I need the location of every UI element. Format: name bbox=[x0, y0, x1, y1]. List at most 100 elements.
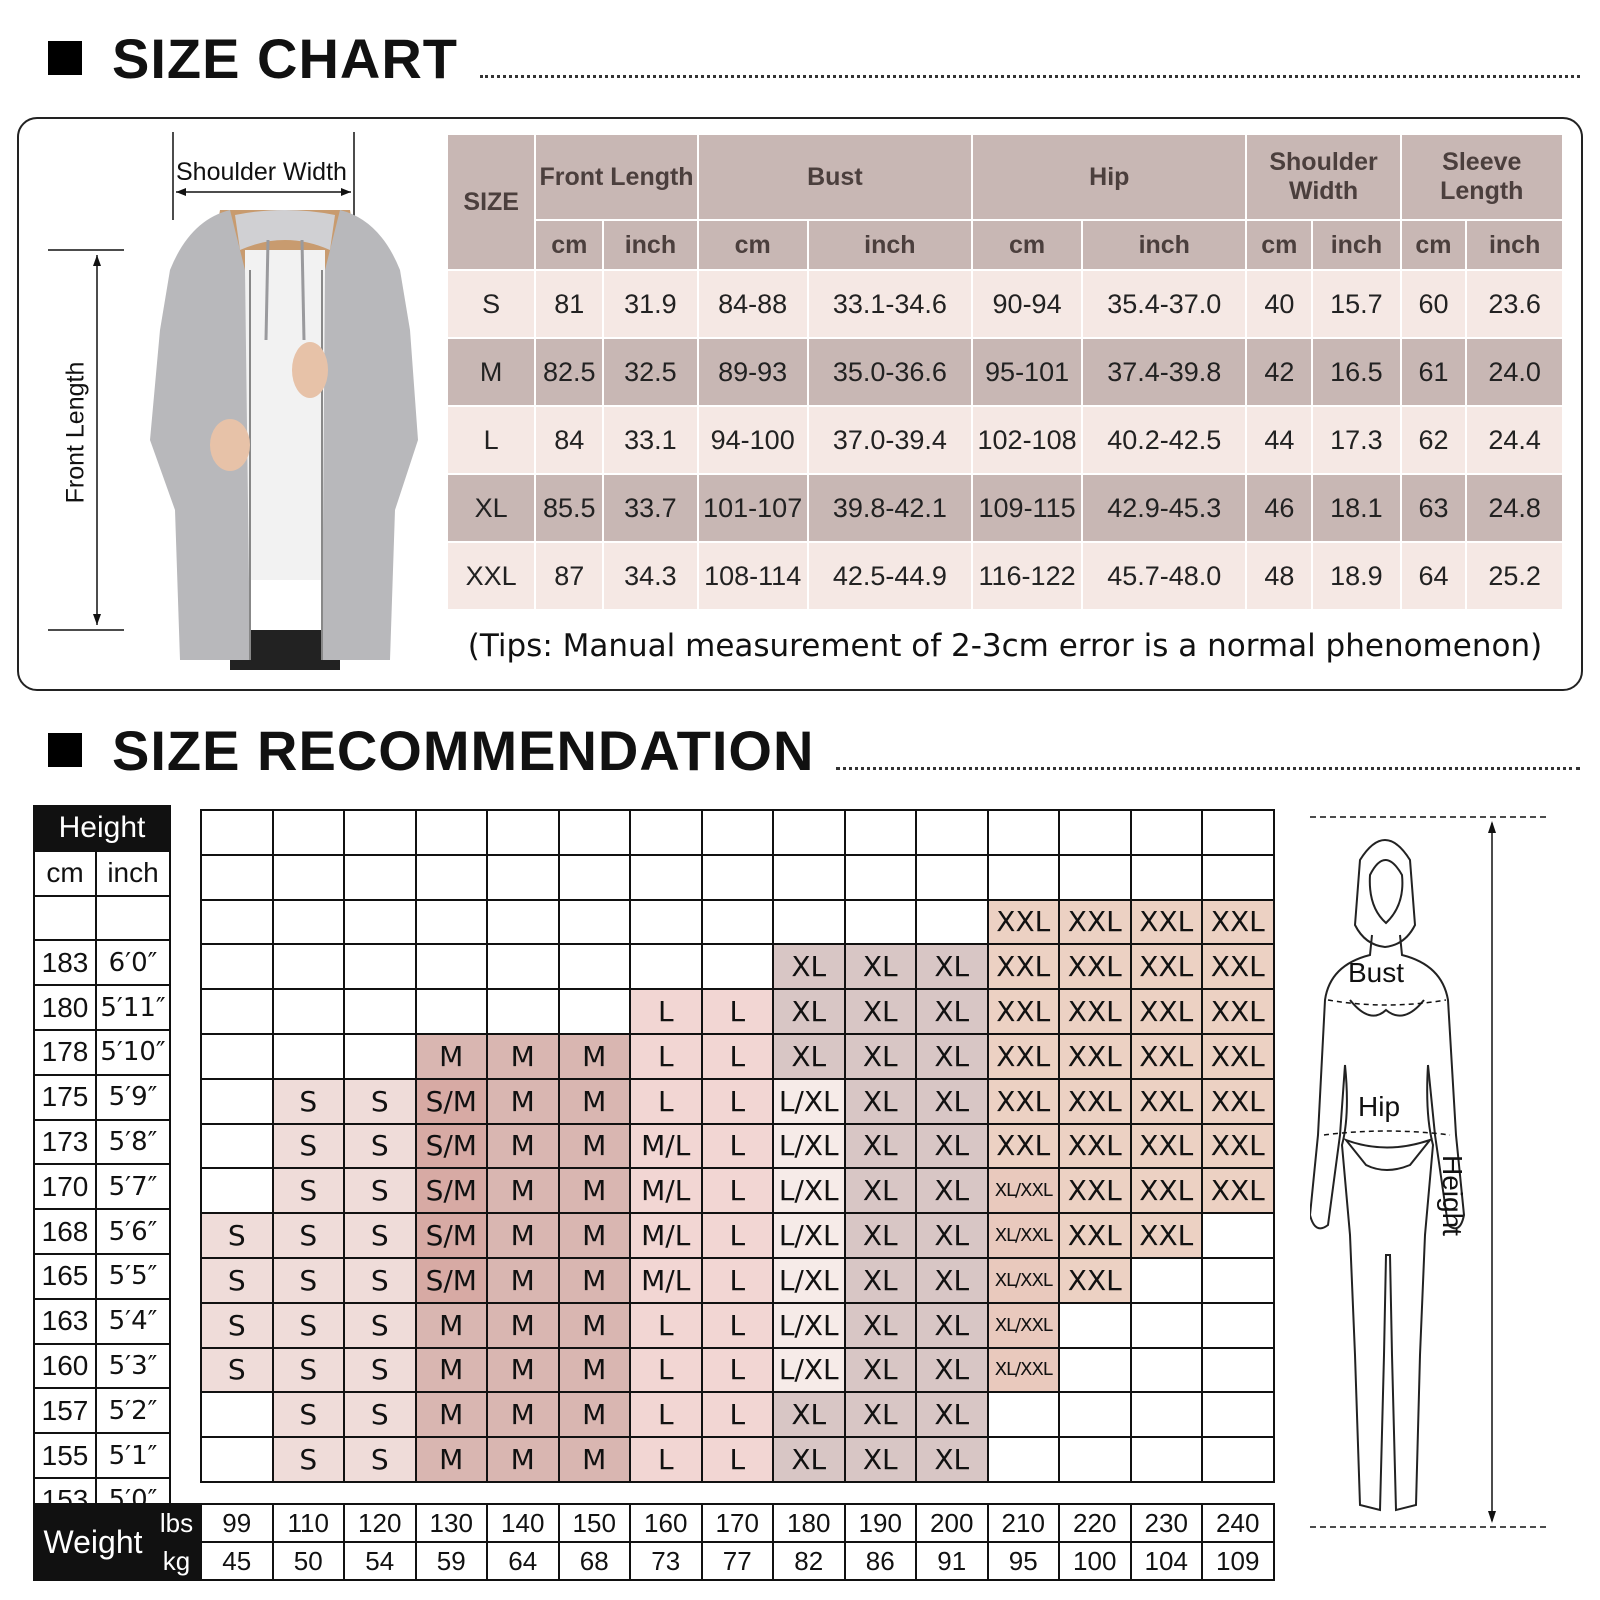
recommendation-cell: XL bbox=[772, 1391, 846, 1439]
size-cell: XL bbox=[448, 475, 535, 541]
measurement-cell: 33.1 bbox=[604, 407, 697, 473]
measurement-cell: 63 bbox=[1401, 475, 1466, 541]
measurement-cell: 17.3 bbox=[1313, 407, 1400, 473]
recommendation-cell bbox=[986, 853, 1060, 901]
recommendation-row: S S S S/M M M M/L L L/XL XL XL XL/XXL XXL XXL bbox=[200, 1212, 1275, 1259]
size-cell: M bbox=[448, 339, 535, 405]
recommendation-cell bbox=[414, 853, 488, 901]
measurement-cell: 45.7-48.0 bbox=[1083, 543, 1246, 609]
weight-lbs-cell: 190 bbox=[843, 1503, 917, 1543]
recommendation-cell: XXL bbox=[1129, 943, 1203, 991]
measurement-cell: 42.5-44.9 bbox=[808, 543, 972, 609]
height-table: Height cm inch 183 6′0″ 180 5′11″ 178 5′10″ 17… bbox=[33, 805, 171, 1524]
recommendation-cell: L/XL bbox=[772, 1122, 846, 1170]
recommendation-cell bbox=[200, 1436, 274, 1483]
height-row bbox=[33, 894, 171, 942]
measurement-cell: 48 bbox=[1247, 543, 1312, 609]
recommendation-cell bbox=[557, 898, 631, 946]
recommendation-cell: S bbox=[271, 1167, 345, 1215]
recommendation-cell: M bbox=[486, 1212, 560, 1259]
recommendation-cell bbox=[271, 988, 345, 1035]
height-row: 155 5′1″ bbox=[33, 1432, 171, 1479]
unit-inch-header: inch bbox=[1313, 221, 1400, 269]
recommendation-cell: M bbox=[486, 1346, 560, 1394]
model-hoodie-photo bbox=[150, 210, 418, 670]
recommendation-cell bbox=[700, 853, 774, 901]
weight-kg-cell: 50 bbox=[271, 1541, 345, 1581]
weight-lbs-cell: 210 bbox=[986, 1503, 1060, 1543]
recommendation-cell bbox=[486, 898, 560, 946]
recommendation-cell bbox=[1129, 1436, 1203, 1483]
recommendation-cell bbox=[843, 809, 917, 856]
recommendation-cell: XXL bbox=[1201, 1077, 1275, 1125]
recommendation-cell: XXL bbox=[1129, 1077, 1203, 1125]
recommendation-row bbox=[200, 809, 1275, 856]
recommendation-cell: XL bbox=[915, 988, 989, 1035]
recommendation-cell: XXL bbox=[1129, 1212, 1203, 1259]
size-recommendation-heading: SIZE RECOMMENDATION bbox=[48, 719, 1580, 782]
recommendation-cell: XL/XXL bbox=[986, 1167, 1060, 1215]
recommendation-cell: S/M bbox=[414, 1256, 488, 1304]
measurement-cell: 95-101 bbox=[973, 339, 1082, 405]
recommendation-cell bbox=[343, 853, 417, 901]
recommendation-cell: XL bbox=[915, 1346, 989, 1394]
weight-kg-cell: 54 bbox=[343, 1541, 417, 1581]
recommendation-cell: XXL bbox=[1058, 943, 1132, 991]
recommendation-cell bbox=[1058, 1391, 1132, 1439]
weight-kg-cell: 77 bbox=[700, 1541, 774, 1581]
recommendation-cell: S bbox=[200, 1212, 274, 1259]
recommendation-cell: XXL bbox=[1058, 1032, 1132, 1080]
measurement-cell: 35.4-37.0 bbox=[1083, 271, 1246, 337]
recommendation-row: S S S M M M L L L/XL XL XL XL/XXL bbox=[200, 1346, 1275, 1394]
weight-header: Weight bbox=[33, 1503, 153, 1581]
height-inch-cell: 5′7″ bbox=[95, 1163, 171, 1211]
recommendation-cell: XL bbox=[843, 1346, 917, 1394]
recommendation-cell bbox=[915, 809, 989, 856]
measurement-cell: 64 bbox=[1401, 543, 1466, 609]
weight-kg-cell: 68 bbox=[557, 1541, 631, 1581]
weight-lbs-cell: 230 bbox=[1129, 1503, 1203, 1543]
recommendation-cell: L/XL bbox=[772, 1167, 846, 1215]
height-row: 183 6′0″ bbox=[33, 939, 171, 987]
size-chart-heading: SIZE CHART bbox=[48, 27, 1580, 90]
recommendation-cell bbox=[1058, 1301, 1132, 1349]
recommendation-cell bbox=[343, 1032, 417, 1080]
recommendation-cell: XXL bbox=[1201, 1122, 1275, 1170]
height-inch-cell: 5′3″ bbox=[95, 1342, 171, 1390]
measurement-cell: 89-93 bbox=[698, 339, 807, 405]
weight-kg-cell: 45 bbox=[200, 1541, 274, 1581]
height-inch-header: inch bbox=[95, 849, 171, 897]
recommendation-cell: XXL bbox=[1129, 1122, 1203, 1170]
weight-kg-cell: 109 bbox=[1201, 1541, 1275, 1581]
height-cm-cell: 165 bbox=[33, 1252, 97, 1300]
recommendation-cell bbox=[271, 853, 345, 901]
recommendation-cell: XL bbox=[843, 1212, 917, 1259]
measurement-cell: 108-114 bbox=[698, 543, 807, 609]
recommendation-cell: M bbox=[557, 1032, 631, 1080]
height-inch-cell: 5′2″ bbox=[95, 1387, 171, 1435]
weight-lbs-cell: 170 bbox=[700, 1503, 774, 1543]
recommendation-cell bbox=[271, 809, 345, 856]
height-row: 160 5′3″ bbox=[33, 1342, 171, 1390]
unit-inch-header: inch bbox=[808, 221, 972, 269]
recommendation-cell: M bbox=[557, 1436, 631, 1483]
measurement-cell: 37.4-39.8 bbox=[1083, 339, 1246, 405]
measurement-cell: 84 bbox=[536, 407, 603, 473]
recommendation-row: S S S M M M L L L/XL XL XL XL/XXL bbox=[200, 1301, 1275, 1349]
measurement-cell: 40.2-42.5 bbox=[1083, 407, 1246, 473]
recommendation-cell: M bbox=[486, 1077, 560, 1125]
recommendation-cell bbox=[200, 1122, 274, 1170]
recommendation-cell: S/M bbox=[414, 1122, 488, 1170]
measurement-cell: 24.0 bbox=[1467, 339, 1562, 405]
recommendation-cell: XXL bbox=[986, 1122, 1060, 1170]
unit-cm-header: cm bbox=[1401, 221, 1466, 269]
measurement-cell: 102-108 bbox=[973, 407, 1082, 473]
recommendation-row: S S S/M M M L L L/XL XL XL XXL XXL XXL XXL bbox=[200, 1077, 1275, 1125]
recommendation-cell bbox=[1129, 1346, 1203, 1394]
recommendation-cell bbox=[271, 1032, 345, 1080]
recommendation-cell bbox=[557, 943, 631, 991]
weight-lbs-cell: 160 bbox=[629, 1503, 703, 1543]
recommendation-cell: M bbox=[486, 1436, 560, 1483]
recommendation-cell bbox=[629, 943, 703, 991]
measurement-cell: 60 bbox=[1401, 271, 1466, 337]
